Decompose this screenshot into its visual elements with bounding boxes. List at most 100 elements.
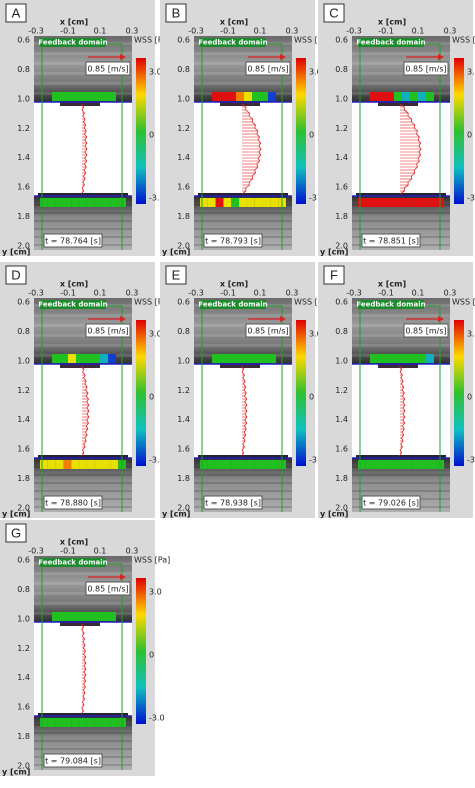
texture (194, 482, 292, 484)
wss-cell (84, 92, 92, 101)
colorbar-tick-label: -3.0 (467, 194, 475, 203)
wss-cell (378, 354, 386, 363)
wss-cell (103, 198, 111, 207)
wss-cell (56, 198, 64, 207)
colorbar (454, 58, 464, 204)
colorbar-tick-label: 0 (149, 131, 154, 140)
wss-cell (220, 354, 228, 363)
y-tick-label: 1.6 (335, 183, 348, 192)
colorbar-tick-label: 3.0 (467, 330, 475, 339)
wss-cell (413, 460, 421, 469)
y-tick-label: 0.6 (17, 36, 30, 45)
wss-cell (79, 460, 87, 469)
wss-cell (270, 198, 278, 207)
velocity-scale: 0.85 [m/s] (247, 327, 288, 336)
texture (352, 344, 450, 347)
wss-cell (68, 354, 76, 363)
wss-cell (110, 718, 118, 727)
x-tick-label: -0.3 (28, 27, 44, 36)
wss-cell (92, 612, 100, 621)
wss-cell (95, 460, 103, 469)
y-axis-label: y [cm] (320, 248, 348, 257)
y-tick-label: 1.4 (17, 673, 30, 682)
wss-cell (366, 198, 374, 207)
wss-cell (239, 198, 247, 207)
wss-cell (52, 354, 60, 363)
time-label: t = 79.084 [s] (45, 757, 101, 766)
texture (34, 474, 132, 476)
x-tick-label: 0.1 (94, 547, 107, 556)
colorbar-tick-label: 0 (149, 651, 154, 660)
region-label: Feedback domain (198, 39, 267, 47)
x-tick-label: 0.3 (444, 289, 457, 298)
y-tick-label: 1.2 (17, 386, 30, 395)
texture (34, 602, 132, 605)
wss-cell (397, 198, 405, 207)
colorbar (296, 320, 306, 466)
texture (34, 740, 132, 742)
y-axis-label: y [cm] (2, 510, 30, 519)
panel-letter: C (329, 5, 338, 20)
wss-cell (110, 460, 118, 469)
wss-cell (223, 198, 231, 207)
texture (34, 732, 132, 734)
y-tick-label: 0.8 (177, 327, 190, 336)
wss-cell (108, 612, 116, 621)
x-tick-label: 0.3 (286, 27, 299, 36)
velocity-scale: 0.85 [m/s] (405, 327, 446, 336)
x-tick-label: 0.3 (286, 289, 299, 298)
wss-cell (92, 354, 100, 363)
wss-cell (374, 460, 382, 469)
y-tick-label: 1.2 (17, 644, 30, 653)
colorbar (136, 320, 146, 466)
y-axis-label: y [cm] (2, 768, 30, 777)
region-label: Feedback domain (356, 39, 425, 47)
y-tick-label: 1.4 (177, 153, 190, 162)
wss-cell (200, 198, 208, 207)
colorbar-tick-label: 0 (467, 393, 472, 402)
colorbar (296, 58, 306, 204)
texture (34, 344, 132, 347)
region-label: Feedback domain (38, 559, 107, 567)
wss-cell (71, 460, 79, 469)
y-tick-label: 1.0 (17, 614, 30, 623)
colorbar (136, 578, 146, 724)
figure: Feedback domain0.85 [m/s]t = 78.764 [s]A… (0, 0, 475, 788)
colorbar-tick-label: 3.0 (149, 588, 162, 597)
colorbar-tick-label: 0 (467, 131, 472, 140)
wss-cell (410, 92, 418, 101)
wss-cell (378, 92, 386, 101)
y-axis-label: y [cm] (162, 510, 190, 519)
wss-cell (60, 354, 68, 363)
texture (34, 748, 132, 750)
y-tick-label: 0.8 (17, 65, 30, 74)
texture (34, 314, 132, 317)
wss-cell (397, 460, 405, 469)
x-tick-label: 0.3 (126, 27, 139, 36)
texture (352, 82, 450, 85)
wss-cell (260, 92, 268, 101)
wss-cell (108, 354, 116, 363)
x-tick-label: -0.1 (60, 547, 76, 556)
wss-cell (381, 460, 389, 469)
wss-cell (212, 354, 220, 363)
wss-cell (48, 718, 56, 727)
wss-cell (244, 92, 252, 101)
wss-cell (252, 354, 260, 363)
wss-cell (394, 354, 402, 363)
texture (194, 82, 292, 85)
wss-cell (63, 718, 71, 727)
y-tick-label: 0.8 (17, 327, 30, 336)
x-tick-label: 0.1 (94, 27, 107, 36)
texture (34, 482, 132, 484)
wss-cell (370, 354, 378, 363)
x-tick-label: -0.3 (346, 27, 362, 36)
wss-cell (255, 460, 263, 469)
wss-cell (92, 92, 100, 101)
y-tick-label: 1.6 (335, 445, 348, 454)
wss-cell (52, 92, 60, 101)
wss-cell (68, 612, 76, 621)
y-tick-label: 0.6 (17, 298, 30, 307)
